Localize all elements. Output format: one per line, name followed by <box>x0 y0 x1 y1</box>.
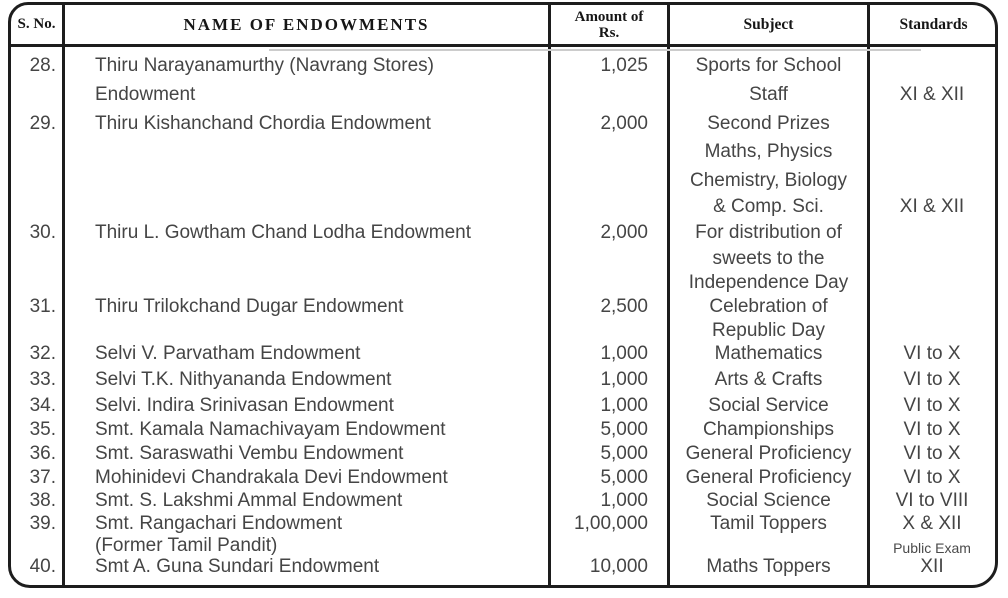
row-serial-number: 36. <box>29 443 56 464</box>
header-amount-line2: Rs. <box>598 24 620 41</box>
header-standards: Standards <box>899 15 968 33</box>
header-sno: S. No. <box>17 16 56 32</box>
row-standards: XII <box>920 556 944 577</box>
row-standards: VI to VIII <box>895 490 969 511</box>
row-endowment-name: Thiru L. Gowtham Chand Lodha Endowment <box>95 222 471 243</box>
row-amount: 1,000 <box>600 343 648 364</box>
row-serial-number: 30. <box>29 222 56 243</box>
header-subject: Subject <box>743 15 794 33</box>
row-serial-number: 34. <box>29 395 56 416</box>
row-endowment-name: Smt. Kamala Namachivayam Endowment <box>95 419 446 440</box>
row-amount: 2,000 <box>600 113 648 134</box>
row-standards: VI to X <box>903 467 961 488</box>
row-subject: Staff <box>749 84 788 105</box>
row-endowment-name: Mohinidevi Chandrakala Devi Endowment <box>95 467 448 488</box>
row-endowment-name: Smt. Rangachari Endowment <box>95 513 343 534</box>
row-endowment-name: Smt A. Guna Sundari Endowment <box>95 556 380 577</box>
row-endowment-name: Smt. S. Lakshmi Ammal Endowment <box>95 490 403 511</box>
row-amount: 2,000 <box>600 222 648 243</box>
row-subject: Chemistry, Biology <box>690 170 847 191</box>
row-subject: Mathematics <box>714 343 823 364</box>
row-serial-number: 40. <box>29 556 56 577</box>
row-serial-number: 39. <box>29 513 56 534</box>
row-amount: 5,000 <box>600 467 648 488</box>
row-amount: 2,500 <box>600 296 648 317</box>
row-amount: 1,000 <box>600 369 648 390</box>
row-endowment-name: Thiru Narayanamurthy (Navrang Stores) <box>95 55 434 76</box>
row-serial-number: 32. <box>29 343 56 364</box>
row-serial-number: 31. <box>29 296 56 317</box>
column-divider-sno-name <box>62 5 65 585</box>
row-amount: 1,000 <box>600 395 648 416</box>
row-standards: VI to X <box>903 395 961 416</box>
row-amount: 1,025 <box>600 55 648 76</box>
header-name: NAME OF ENDOWMENTS <box>183 14 430 34</box>
row-subject: & Comp. Sci. <box>713 196 824 217</box>
row-subject: For distribution of <box>695 222 842 243</box>
row-standards: X & XII <box>902 513 962 534</box>
row-endowment-name: Smt. Saraswathi Vembu Endowment <box>95 443 404 464</box>
row-subject: Republic Day <box>712 320 825 341</box>
row-amount: 10,000 <box>589 556 648 577</box>
endowments-table: S. No. NAME OF ENDOWMENTS Amount of Rs. … <box>8 2 998 588</box>
row-standards: XI & XII <box>899 196 965 217</box>
row-subject: Sports for School <box>695 55 842 76</box>
row-serial-number: 33. <box>29 369 56 390</box>
header-amount: Amount of Rs. <box>551 5 667 44</box>
header-separator <box>11 44 995 47</box>
row-endowment-name: Selvi. Indira Srinivasan Endowment <box>95 395 394 416</box>
row-subject: Maths Toppers <box>706 556 831 577</box>
row-amount: 1,000 <box>600 490 648 511</box>
row-endowment-name: Thiru Kishanchand Chordia Endowment <box>95 113 431 134</box>
row-serial-number: 38. <box>29 490 56 511</box>
row-subject: sweets to the <box>712 248 825 269</box>
column-divider-name-amount <box>548 5 551 585</box>
header-amount-line1: Amount of <box>574 8 644 25</box>
row-endowment-name: Endowment <box>95 84 196 105</box>
row-standards: VI to X <box>903 369 961 390</box>
row-subject: Maths, Physics <box>704 141 833 162</box>
row-subject: Social Science <box>706 490 831 511</box>
row-amount: 5,000 <box>600 443 648 464</box>
column-divider-amount-subject <box>667 5 670 585</box>
row-serial-number: 29. <box>29 113 56 134</box>
row-endowment-name: Selvi T.K. Nithyananda Endowment <box>95 369 392 390</box>
row-serial-number: 28. <box>29 55 56 76</box>
row-standards: XI & XII <box>899 84 965 105</box>
row-subject: General Proficiency <box>685 467 852 488</box>
row-amount: 5,000 <box>600 419 648 440</box>
row-serial-number: 37. <box>29 467 56 488</box>
row-subject: Arts & Crafts <box>714 369 823 390</box>
row-subject: Celebration of <box>709 296 828 317</box>
row-subject: Tamil Toppers <box>710 513 827 534</box>
header-separator-scan-echo <box>269 49 921 51</box>
row-serial-number: 35. <box>29 419 56 440</box>
row-endowment-name: Selvi V. Parvatham Endowment <box>95 343 361 364</box>
row-subject: Independence Day <box>688 272 849 293</box>
row-subject: Social Service <box>708 395 829 416</box>
row-subject: General Proficiency <box>685 443 852 464</box>
row-standards: VI to X <box>903 443 961 464</box>
row-endowment-name: Thiru Trilokchand Dugar Endowment <box>95 296 404 317</box>
row-endowment-name: (Former Tamil Pandit) <box>95 535 278 556</box>
row-subject: Championships <box>703 419 834 440</box>
column-divider-subject-standards <box>867 5 870 585</box>
row-standards: Public Exam <box>893 540 971 556</box>
row-standards: VI to X <box>903 343 961 364</box>
row-subject: Second Prizes <box>707 113 830 134</box>
row-amount: 1,00,000 <box>574 513 648 534</box>
row-standards: VI to X <box>903 419 961 440</box>
